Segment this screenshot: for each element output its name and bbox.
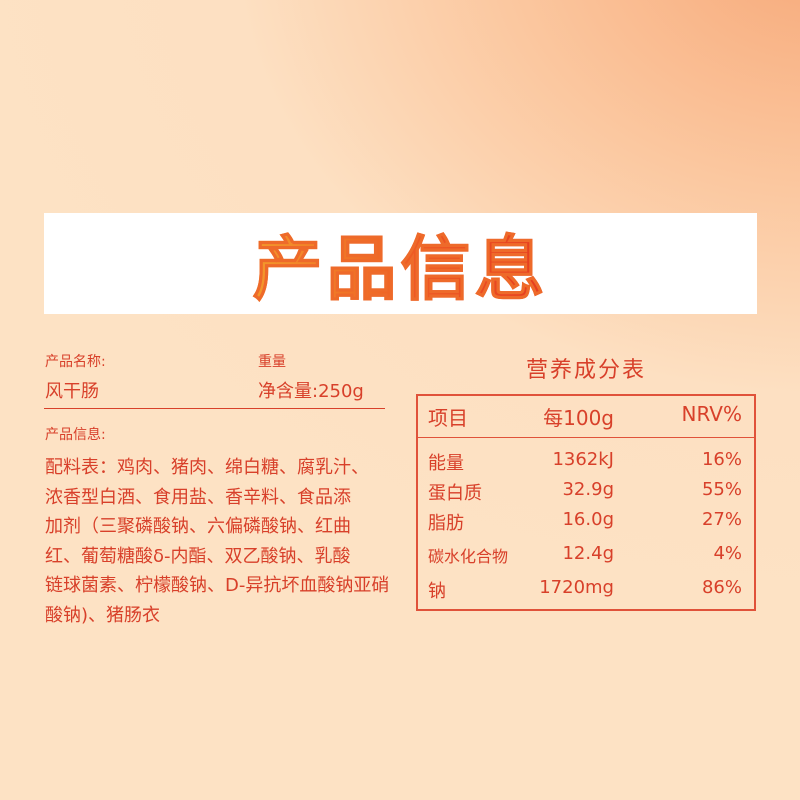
table-row: 碳水化合物 12.4g 4%: [418, 543, 754, 573]
nutrient-amount: 16.0g: [562, 509, 614, 530]
header-item: 项目: [428, 406, 468, 430]
header-per100g: 每100g: [543, 406, 614, 430]
divider: [44, 408, 385, 409]
table-row: 脂肪 16.0g 27%: [418, 509, 754, 539]
header-divider: [418, 437, 754, 438]
nutrient-nrv: 16%: [701, 449, 742, 470]
title-banner: 产品信息: [44, 213, 757, 314]
nutrient-name: 蛋白质: [428, 483, 482, 504]
nutrient-name: 能量: [428, 453, 464, 474]
ingredients-line: 配料表：鸡肉、猪肉、绵白糖、腐乳汁、: [45, 457, 369, 478]
nutrient-amount: 12.4g: [562, 543, 614, 564]
page-title: 产品信息: [252, 213, 549, 314]
nutrient-nrv: 4%: [713, 543, 742, 564]
ingredients: 配料表：鸡肉、猪肉、绵白糖、腐乳汁、 浓香型白酒、食用盐、香辛料、食品添 加剂（…: [45, 453, 405, 630]
nutrient-name: 碳水化合物: [428, 547, 509, 566]
nutrition-table: 项目 每100g NRV% 能量 1362kJ 16% 蛋白质 32.9g 55% 脂肪 16…: [416, 394, 756, 611]
nutrient-name: 钠: [428, 581, 446, 602]
nutrient-amount: 1362kJ: [552, 449, 614, 470]
ingredients-line: 酸钠)、猪肠衣: [45, 604, 161, 626]
table-row: 蛋白质 32.9g 55%: [418, 479, 754, 509]
ingredients-line: 加剂（三聚磷酸钠、六偏磷酸钠、红曲: [45, 516, 351, 537]
nutrient-name: 脂肪: [428, 513, 464, 534]
ingredients-line: 浓香型白酒、食用盐、香辛料、食品添: [45, 486, 351, 508]
weight-label: 重量: [258, 354, 286, 370]
product-info-label: 产品信息:: [45, 427, 106, 443]
nutrient-amount: 1720mg: [539, 577, 614, 598]
nutrition-title: 营养成分表: [525, 358, 646, 383]
nutrient-amount: 32.9g: [562, 479, 614, 500]
product-name-label: 产品名称:: [45, 354, 106, 370]
table-row: 钠 1720mg 86%: [418, 577, 754, 607]
table-header: 项目 每100g NRV%: [418, 402, 754, 432]
ingredients-line: 链球菌素、柠檬酸钠、D-异抗坏血酸钠亚硝: [45, 575, 390, 596]
header-nrv: NRV%: [681, 402, 742, 426]
ingredients-line: 红、葡萄糖酸δ-内酯、双乙酸钠、乳酸: [45, 545, 351, 567]
nutrient-nrv: 86%: [701, 577, 742, 598]
product-name: 风干肠: [45, 381, 99, 402]
net-weight: 净含量:250g: [258, 381, 364, 402]
nutrient-nrv: 55%: [701, 479, 742, 500]
nutrient-nrv: 27%: [701, 509, 742, 530]
table-row: 能量 1362kJ 16%: [418, 449, 754, 479]
